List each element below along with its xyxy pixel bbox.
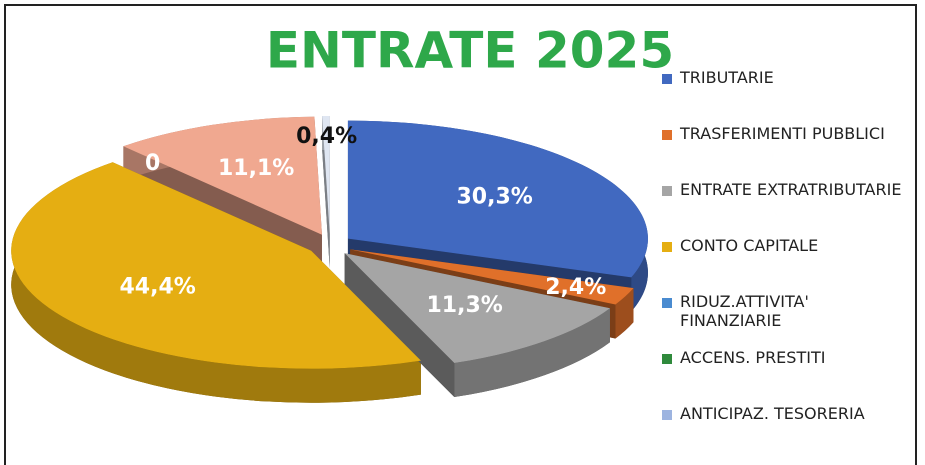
legend-item: CONTO CAPITALE [662,236,912,292]
legend-item: ACCENS. PRESTITI [662,348,912,404]
legend-swatch [662,298,672,308]
data-label: 2,4% [545,275,606,300]
legend-item: TRIBUTARIE [662,68,912,124]
legend-item: TRASFERIMENTI PUBBLICI [662,124,912,180]
data-label: 11,3% [426,293,502,318]
data-label: 30,3% [456,185,532,210]
legend-swatch [662,74,672,84]
legend-swatch [662,242,672,252]
legend-item: ANTICIPAZ. TESORERIA [662,404,912,460]
legend-swatch [662,354,672,364]
legend-label: ACCENS. PRESTITI [680,348,826,367]
legend: TRIBUTARIE TRASFERIMENTI PUBBLICI ENTRATE … [662,68,912,460]
legend-label: CONTO CAPITALE [680,236,819,255]
legend-item: ENTRATE EXTRATRIBUTARIE [662,180,912,236]
slice [344,253,610,364]
frame [4,4,917,465]
slice-side [322,116,330,269]
slice-side [344,253,455,398]
slice-wall [454,308,610,398]
data-label: 0 [145,151,160,176]
legend-swatch [662,410,672,420]
slice [350,249,634,305]
legend-label: ENTRATE EXTRATRIBUTARIE [680,180,902,199]
legend-label: TRIBUTARIE [680,68,774,87]
legend-swatch [662,130,672,140]
slice [123,116,322,235]
data-label: 11,1% [218,156,294,181]
data-label: 0,4% [296,124,357,149]
slice [11,162,421,369]
chart-title: ENTRATE 2025 [266,22,674,80]
legend-label: TRASFERIMENTI PUBBLICI [680,124,885,143]
legend-item: RIDUZ.ATTIVITA' FINANZIARIE [662,292,912,348]
legend-swatch [662,186,672,196]
slice-wall [615,288,634,339]
slice [322,116,330,235]
legend-label: ANTICIPAZ. TESORERIA [680,404,865,423]
slice [347,120,648,278]
legend-label: RIDUZ.ATTIVITA' FINANZIARIE [680,292,809,330]
slice-wall [11,162,421,403]
data-label: 44,4% [119,275,195,300]
